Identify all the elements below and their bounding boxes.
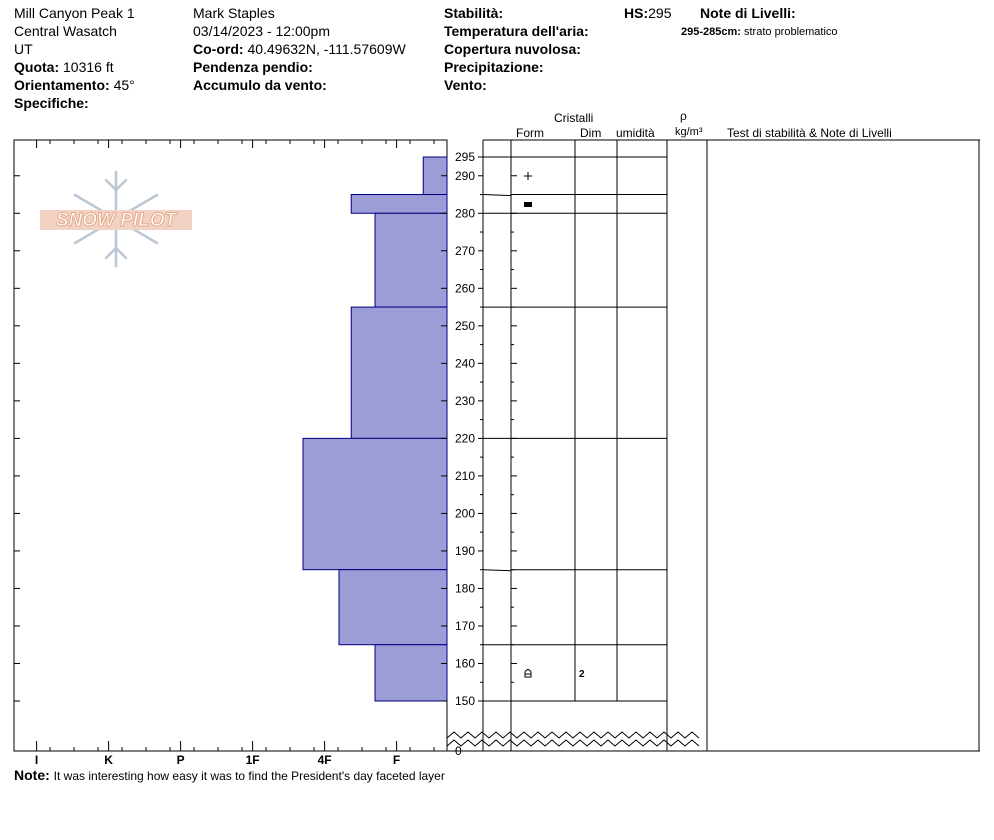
crystal-grid xyxy=(447,139,980,752)
layer-bar-4 xyxy=(350,306,448,439)
elevation-label: Quota: xyxy=(14,59,60,75)
depth-label-260: 260 xyxy=(455,281,475,295)
hardness-label-f: F xyxy=(393,753,400,767)
crystal-symbols: 2 xyxy=(524,172,585,680)
crystal-size-label: 2 xyxy=(579,669,585,680)
depth-label-210: 210 xyxy=(455,469,475,483)
depth-axis: 295 290 280 270 260 250 240 230 220 210 200 190 180 1… xyxy=(455,150,483,758)
layer-note: 295-285cm: strato problematico xyxy=(681,24,838,40)
precipitation-particle-icon xyxy=(524,172,532,180)
depth-label-270: 270 xyxy=(455,244,475,258)
layer-bar-6 xyxy=(338,569,448,646)
logo-band xyxy=(40,210,192,230)
logo-text: SNOW PILOT xyxy=(56,210,178,231)
coordinates: Co-ord: 40.49632N, -111.57609W xyxy=(193,41,406,57)
hardness-label-p: P xyxy=(177,753,185,767)
depth-label-250: 250 xyxy=(455,319,475,333)
sky-cover-label: Copertura nuvolosa: xyxy=(444,41,581,57)
density-rho-header: ρ xyxy=(680,109,687,123)
depth-label-190: 190 xyxy=(455,544,475,558)
depth-label-280: 280 xyxy=(455,206,475,220)
elevation-value: 10316 ft xyxy=(63,59,114,75)
dim-header: Dim xyxy=(580,126,602,140)
wind-loading-label: Accumulo da vento: xyxy=(193,77,327,93)
coord-value: 40.49632N, -111.57609W xyxy=(247,41,406,57)
depth-label-170: 170 xyxy=(455,619,475,633)
faceted-crystal-icon xyxy=(524,669,532,678)
aspect: Orientamento: 45° xyxy=(14,77,135,93)
elevation: Quota: 10316 ft xyxy=(14,59,114,75)
observer: Mark Staples xyxy=(193,5,275,21)
hs-value: 295 xyxy=(648,5,672,21)
coord-label: Co-ord: xyxy=(193,41,244,57)
snow-height: HS:295 xyxy=(624,5,671,21)
layer-notes-label: Note di Livelli: xyxy=(700,5,796,21)
location-name: Mill Canyon Peak 1 xyxy=(14,5,135,21)
layer-note-text: strato problematico xyxy=(744,26,838,38)
tests-notes-header: Test di stabilità & Note di Livelli xyxy=(727,126,892,140)
hs-label: HS: xyxy=(624,5,649,21)
depth-label-160: 160 xyxy=(455,656,475,670)
surface-hoar-icon xyxy=(524,202,532,207)
hardness-label-i: I xyxy=(35,753,38,767)
density-unit-header: kg/m³ xyxy=(675,126,703,138)
depth-label-240: 240 xyxy=(455,356,475,370)
hardness-label-k: K xyxy=(104,753,113,767)
axis-break-zigzag xyxy=(446,731,700,747)
layer-bar-5 xyxy=(302,437,448,571)
mountain-range: Central Wasatch xyxy=(14,23,117,39)
layer-connector xyxy=(482,569,512,572)
layer-bar-3 xyxy=(374,212,448,308)
depth-label-150: 150 xyxy=(455,694,475,708)
layer-connector xyxy=(482,194,512,197)
specifics-label: Specifiche: xyxy=(14,95,89,111)
hardness-label-1f: 1F xyxy=(246,753,260,767)
air-temp-label: Temperatura dell'aria: xyxy=(444,23,589,39)
aspect-label: Orientamento: xyxy=(14,77,110,93)
slope-label: Pendenza pendio: xyxy=(193,59,313,75)
depth-label-230: 230 xyxy=(455,394,475,408)
snowpilot-logo: SNOW PILOT xyxy=(40,170,192,268)
datetime: 03/14/2023 - 12:00pm xyxy=(193,23,330,39)
depth-label-220: 220 xyxy=(455,431,475,445)
crystals-header: Cristalli xyxy=(554,111,594,125)
layer-bar-2 xyxy=(350,194,448,214)
form-header: Form xyxy=(516,126,544,140)
aspect-value: 45° xyxy=(113,77,135,93)
depth-label-180: 180 xyxy=(455,581,475,595)
moisture-header: umidità xyxy=(616,126,655,140)
note-text: It was interesting how easy it was to fi… xyxy=(53,769,445,783)
wind-label: Vento: xyxy=(444,77,487,93)
depth-label-295: 295 xyxy=(455,150,475,164)
depth-label-290: 290 xyxy=(455,169,475,183)
layer-bar-7 xyxy=(374,644,448,702)
hardness-profile: I K P 1F 4F F xyxy=(13,139,448,767)
depth-label-200: 200 xyxy=(455,506,475,520)
note-label: Note: xyxy=(14,767,50,783)
precipitation-label: Precipitazione: xyxy=(444,59,544,75)
state: UT xyxy=(14,41,33,57)
layer-note-range: 295-285cm: xyxy=(681,26,741,38)
footer-note: Note: It was interesting how easy it was… xyxy=(14,767,445,784)
hardness-label-4f: 4F xyxy=(318,753,332,767)
stability-label: Stabilità: xyxy=(444,5,504,21)
